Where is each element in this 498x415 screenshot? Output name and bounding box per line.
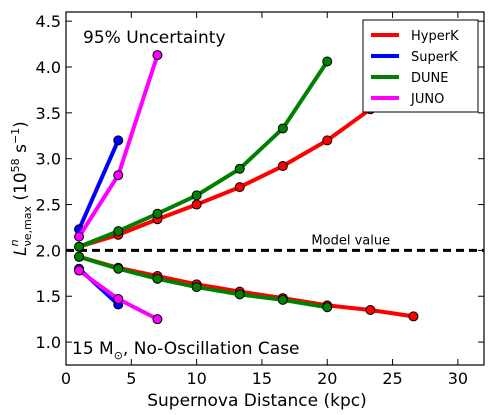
y-label-superscript: n — [8, 239, 21, 246]
data-point-superk-upper — [113, 135, 124, 146]
y-tick-label: 1.5 — [36, 287, 61, 306]
data-point-hyperk-upper — [191, 199, 202, 210]
legend-label-juno: JUNO — [410, 92, 444, 107]
x-tick-label: 10 — [186, 369, 206, 388]
data-point-dune-lower — [322, 302, 333, 313]
data-point-dune-lower — [74, 251, 85, 262]
data-point-hyperk-lower — [365, 304, 376, 315]
y-tick-label: 3.0 — [36, 150, 61, 169]
x-tick-label: 20 — [317, 369, 337, 388]
legend-label-superk: SuperK — [411, 50, 458, 65]
y-label-symbol: L — [11, 246, 31, 255]
data-point-juno-upper — [113, 170, 124, 181]
data-point-hyperk-upper — [234, 182, 245, 193]
series-line-superk-upper — [77, 139, 121, 231]
x-tick-label: 15 — [252, 369, 272, 388]
data-point-juno-lower — [113, 293, 124, 304]
annotation-case-sun-symbol: ⊙ — [114, 349, 123, 362]
data-point-juno-upper — [74, 231, 85, 242]
data-point-dune-upper — [277, 123, 288, 134]
data-point-dune-upper — [322, 56, 333, 67]
annotation-uncertainty: 95% Uncertainty — [83, 28, 226, 48]
annotation-case: 15 M⊙, No-Oscillation Case — [72, 339, 300, 362]
y-tick-label: 2.5 — [36, 196, 61, 215]
y-tick-label: 1.0 — [36, 333, 61, 352]
y-label-unit: (10 — [11, 172, 31, 206]
data-point-dune-lower — [191, 282, 202, 293]
data-point-dune-upper — [113, 226, 124, 237]
series-line-hyperk-upper — [78, 107, 372, 249]
data-point-dune-upper — [74, 241, 85, 252]
y-label-close: ) — [11, 121, 31, 128]
data-point-dune-lower — [113, 263, 124, 274]
y-tick-label: 2.0 — [36, 241, 61, 260]
y-tick-label: 3.5 — [36, 104, 61, 123]
legend-label-hyperk: HyperK — [411, 29, 459, 44]
x-tick-label: 5 — [126, 369, 136, 388]
data-point-dune-upper — [234, 163, 245, 174]
data-point-juno-lower — [74, 265, 85, 276]
x-axis-label: Supernova Distance (kpc) — [147, 391, 367, 411]
data-point-juno-upper — [152, 50, 163, 61]
data-point-hyperk-upper — [277, 161, 288, 172]
x-tick-label: 30 — [448, 369, 468, 388]
y-axis-label: Lnνe,max (1058 s−1) — [8, 121, 34, 256]
data-point-dune-upper — [152, 208, 163, 219]
data-point-dune-lower — [152, 273, 163, 284]
data-point-hyperk-upper — [322, 135, 333, 146]
y-label-unit-exponent: 58 — [9, 158, 22, 172]
plot-frame — [65, 11, 485, 366]
data-point-juno-lower — [152, 314, 163, 325]
x-tick-label: 25 — [382, 369, 402, 388]
y-label-unit-seconds: s — [11, 144, 31, 158]
y-label-unit-seconds-exponent: −1 — [9, 128, 22, 144]
reference-line-label: Model value — [311, 233, 390, 248]
y-tick-label: 4.0 — [36, 58, 61, 77]
legend-label-dune: DUNE — [411, 71, 448, 86]
x-tick-label: 0 — [61, 369, 71, 388]
data-point-hyperk-lower — [408, 311, 419, 322]
data-point-dune-lower — [234, 289, 245, 300]
annotation-case-mass: 15 M — [72, 339, 114, 359]
annotation-case-rest: , No-Oscillation Case — [123, 339, 300, 359]
y-tick-label: 4.5 — [36, 12, 61, 31]
data-point-dune-upper — [191, 190, 202, 201]
data-point-dune-lower — [277, 294, 288, 305]
y-label-subscript: νe,max — [21, 205, 34, 246]
